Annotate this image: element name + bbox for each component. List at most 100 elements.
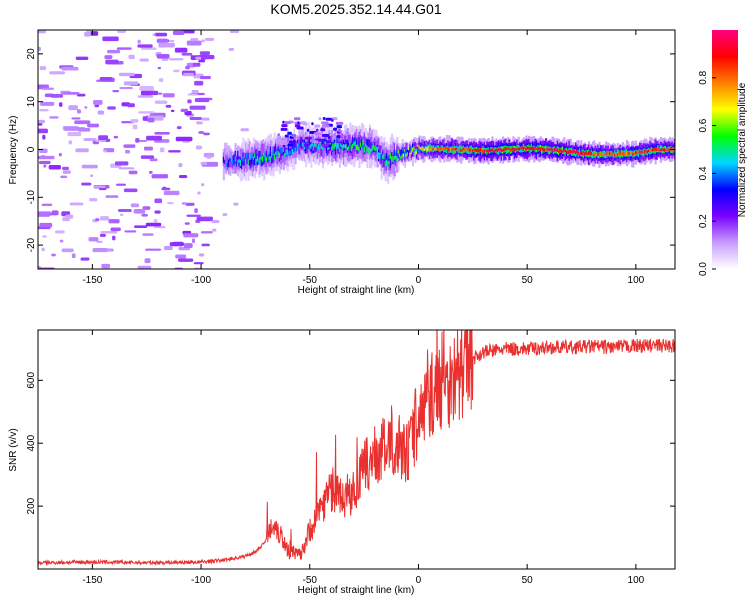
ridge-cell [460, 148, 463, 152]
ridge-cell [260, 143, 263, 164]
noise-cell [77, 128, 91, 132]
ridge-cell [604, 151, 608, 156]
noise-cell [134, 225, 148, 228]
ridge-cell [483, 149, 486, 154]
ridge-cell [564, 149, 567, 152]
ridge-cell [637, 150, 640, 154]
ridge-cell [418, 149, 421, 155]
ridge-cell [443, 147, 446, 150]
noise-cell [185, 202, 195, 206]
colorbar-tick-label: 0.8 [698, 70, 709, 84]
ridge-cell [601, 153, 604, 157]
ridge-cell [304, 142, 308, 154]
ridge-cell [260, 155, 263, 167]
ridge-cell [581, 151, 584, 156]
noise-cell [119, 213, 124, 216]
noise-cell [149, 90, 159, 96]
ridge-cell [225, 160, 228, 168]
noise-cell [39, 109, 49, 112]
ridge-cell [308, 144, 311, 151]
ridge-cell [615, 153, 618, 156]
ridge-cell [233, 156, 236, 161]
ridge-cell [565, 147, 568, 154]
noise-cell [173, 69, 180, 73]
noise-cell [55, 230, 65, 234]
ridge-cell [378, 137, 381, 160]
ridge-cell [281, 124, 288, 128]
ridge-cell [355, 139, 358, 148]
ridge-cell [345, 144, 348, 149]
noise-cell [145, 222, 162, 227]
ridge-cell [330, 118, 334, 122]
noise-cell [43, 164, 47, 168]
ridge-cell [291, 133, 296, 137]
ridge-cell [376, 146, 379, 153]
ridge-cell [659, 144, 662, 153]
ridge-cell [319, 137, 322, 158]
noise-cell [154, 100, 168, 104]
ridge-cell [457, 148, 460, 152]
noise-cell [183, 243, 193, 248]
ridge-cell [366, 139, 369, 150]
colorbar-tick-label: 0.6 [698, 118, 709, 132]
ridge-cell [363, 146, 366, 153]
ridge-cell [301, 141, 304, 147]
noise-cell [81, 164, 98, 169]
noise-cell [99, 77, 113, 81]
ridge-cell [565, 150, 568, 154]
noise-cell [113, 135, 119, 139]
noise-cell [48, 165, 61, 170]
ridge-cell [229, 157, 232, 162]
ridge-cell [496, 148, 499, 153]
ridge-cell [402, 153, 405, 157]
noise-cell [87, 123, 99, 128]
ridge-cell [594, 151, 597, 156]
colorbar-tick-label: 0.0 [698, 262, 709, 276]
ridge-cell [538, 147, 541, 151]
ridge-cell [611, 152, 614, 157]
ridge-cell [299, 140, 302, 147]
noise-cell [108, 219, 120, 224]
ridge-cell [528, 146, 531, 150]
noise-cell [39, 66, 47, 71]
noise-cell [105, 59, 119, 65]
ridge-cell [631, 151, 634, 156]
ridge-cell [318, 144, 321, 150]
ridge-cell [461, 148, 464, 153]
noise-cell [165, 104, 172, 108]
ridge-cell [517, 148, 520, 151]
noise-cell [103, 149, 108, 152]
ridge-cell [628, 151, 631, 155]
ridge-cell [430, 144, 433, 152]
ridge-cell [431, 147, 434, 151]
ridge-cell [261, 155, 265, 162]
noise-cell [62, 166, 70, 171]
noise-cell [75, 56, 89, 61]
ridge-cell [280, 148, 283, 160]
noise-cell [58, 152, 62, 157]
noise-cell [49, 71, 65, 75]
ridge-cell [367, 147, 370, 153]
noise-cell [38, 119, 45, 124]
ridge-cell [349, 141, 352, 146]
ridge-cell [561, 150, 565, 153]
noise-cell [123, 144, 136, 148]
ridge-cell [350, 145, 353, 152]
ridge-cell [449, 147, 452, 151]
ridge-cell [640, 150, 643, 155]
ridge-cell [296, 126, 304, 130]
ridge-cell [488, 148, 492, 153]
ridge-cell [359, 142, 362, 147]
ridge-cell [585, 151, 588, 156]
ridge-cell [337, 128, 341, 132]
ridge-cell [593, 153, 596, 157]
noise-cell [105, 195, 119, 198]
noise-cell [90, 174, 94, 178]
ridge-cell [260, 156, 263, 160]
ridge-cell [235, 161, 238, 166]
ridge-cell [475, 148, 478, 153]
ridge-cell [663, 148, 666, 152]
ridge-cell [542, 147, 545, 152]
ridge-cell [340, 143, 343, 147]
noise-cell [93, 99, 103, 105]
